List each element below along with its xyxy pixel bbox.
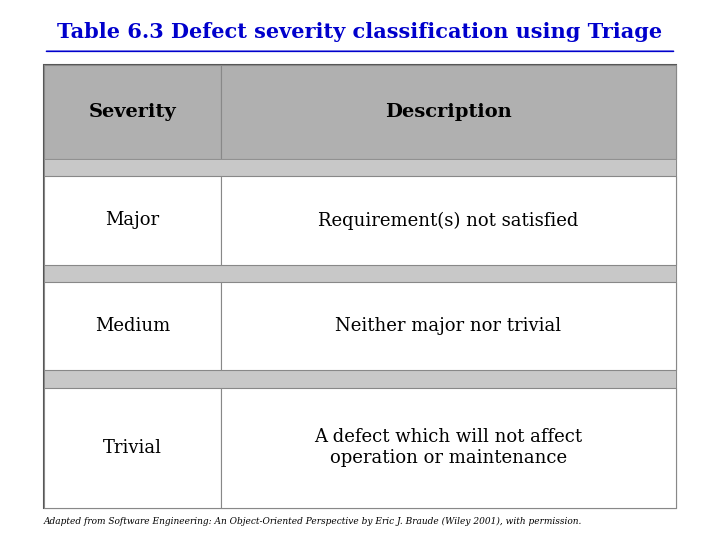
Text: Table 6.3 Defect severity classification using Triage: Table 6.3 Defect severity classification… <box>58 22 662 42</box>
Bar <box>44 265 676 282</box>
Text: A defect which will not affect
operation or maintenance: A defect which will not affect operation… <box>315 428 582 467</box>
Text: Trivial: Trivial <box>103 438 162 457</box>
Text: Severity: Severity <box>89 103 176 121</box>
Bar <box>221 176 676 265</box>
Bar <box>44 388 221 508</box>
Text: Major: Major <box>105 212 159 230</box>
Bar <box>44 159 676 176</box>
Text: Adapted from Software Engineering: An Object-Oriented Perspective by Eric J. Bra: Adapted from Software Engineering: An Ob… <box>44 517 582 526</box>
Bar <box>221 388 676 508</box>
Bar <box>44 282 221 370</box>
Bar <box>44 370 676 388</box>
Bar <box>44 65 676 508</box>
Text: Description: Description <box>385 103 512 121</box>
Text: Neither major nor trivial: Neither major nor trivial <box>336 317 562 335</box>
Bar <box>221 65 676 159</box>
Text: Medium: Medium <box>94 317 170 335</box>
Bar <box>44 176 221 265</box>
Bar <box>221 282 676 370</box>
Bar <box>44 65 221 159</box>
Text: Requirement(s) not satisfied: Requirement(s) not satisfied <box>318 211 579 230</box>
